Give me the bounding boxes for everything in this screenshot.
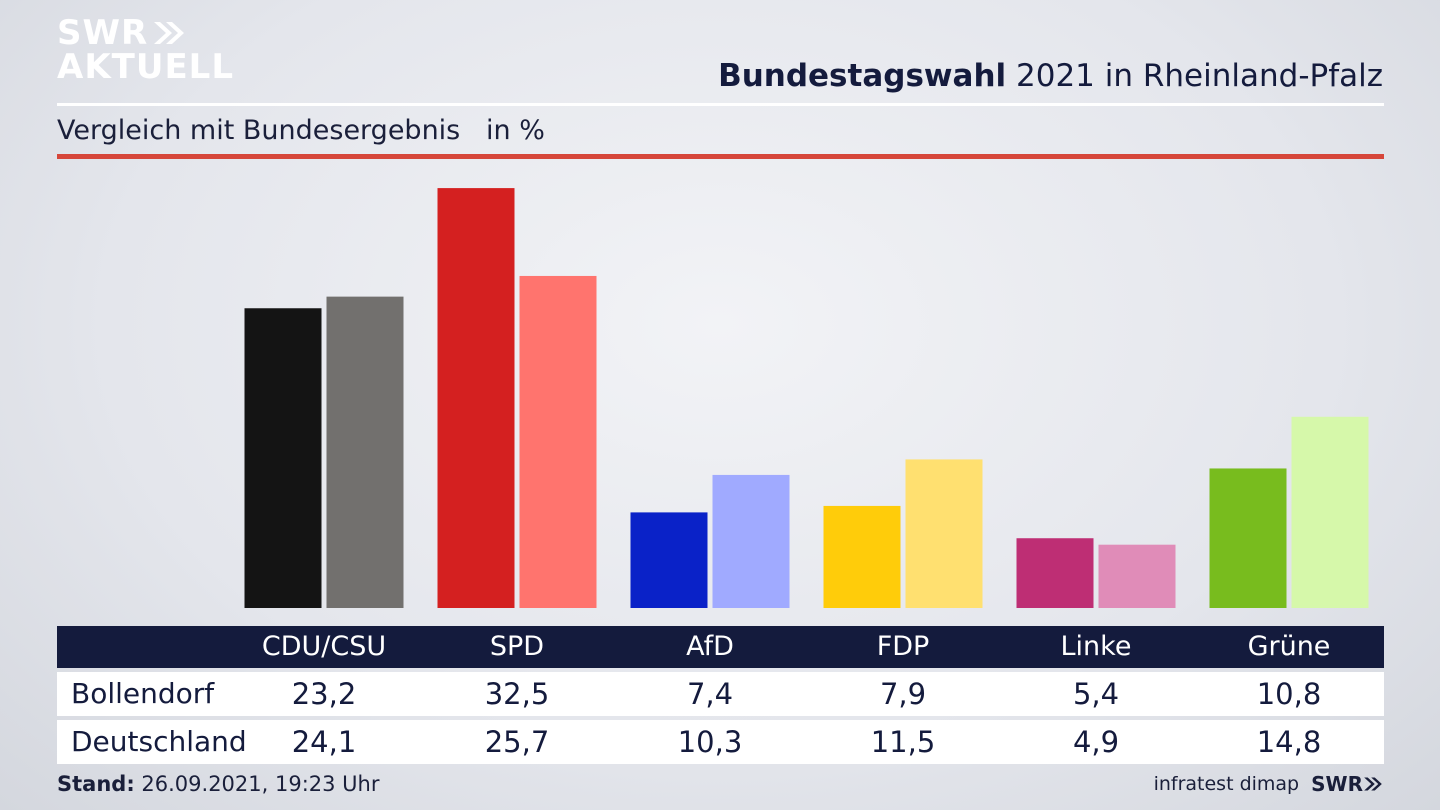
bar-fdp-bollendorf <box>823 505 901 608</box>
title-bold: Bundestagswahl <box>718 58 1007 94</box>
bar-linke-deutschland <box>1098 544 1176 608</box>
subtitle-divider <box>57 154 1384 159</box>
column-header-fdp: FDP <box>876 631 930 662</box>
value-cdu-csu-bollendorf: 23,2 <box>291 677 357 711</box>
timestamp: Stand: 26.09.2021, 19:23 Uhr <box>57 772 380 796</box>
stand-label: Stand: <box>57 772 135 796</box>
column-header-cdu-csu: CDU/CSU <box>261 631 387 662</box>
footer-source: infratest dimap SWR <box>1154 772 1383 796</box>
bar-spd-bollendorf <box>437 188 515 608</box>
stand-value: 26.09.2021, 19:23 Uhr <box>134 772 380 796</box>
bar-gr-ne-deutschland <box>1291 416 1369 608</box>
bar-linke-bollendorf <box>1016 538 1094 608</box>
bar-gr-ne-bollendorf <box>1209 468 1287 608</box>
title-rest: 2021 in Rheinland-Pfalz <box>1006 58 1383 94</box>
chart-title: Bundestagswahl 2021 in Rheinland-Pfalz <box>718 58 1383 94</box>
chart-subtitle: Vergleich mit Bundesergebnis in % <box>57 115 545 146</box>
column-header-afd: AfD <box>686 631 734 662</box>
footer-mark: SWR <box>1311 772 1363 796</box>
bar-afd-bollendorf <box>630 512 708 608</box>
title-divider <box>57 103 1384 106</box>
logo-line-2: AKTUELL <box>57 47 235 87</box>
bar-fdp-deutschland <box>905 459 983 608</box>
value-linke-deutschland: 4,9 <box>1072 725 1120 759</box>
row-label: Bollendorf <box>71 677 215 710</box>
bar-cdu-csu-bollendorf <box>244 308 322 608</box>
table-row-bollendorf: Bollendorf 23,2 32,5 7,4 7,9 5,4 10,8 <box>57 672 1384 716</box>
value-cdu-csu-deutschland: 24,1 <box>291 725 357 759</box>
bar-spd-deutschland <box>519 275 597 608</box>
table-row-deutschland: Deutschland 24,1 25,7 10,3 11,5 4,9 14,8 <box>57 720 1384 764</box>
column-header-gr-ne: Grüne <box>1247 631 1331 662</box>
source-label: infratest dimap <box>1153 773 1300 795</box>
row-label: Deutschland <box>71 725 247 758</box>
value-fdp-bollendorf: 7,9 <box>879 677 927 711</box>
swr-aktuell-logo: SWR AKTUELL <box>57 16 234 84</box>
double-chevron-icon <box>1364 777 1382 791</box>
column-header-linke: Linke <box>1060 631 1132 662</box>
value-linke-bollendorf: 5,4 <box>1072 677 1120 711</box>
value-afd-deutschland: 10,3 <box>677 725 743 759</box>
value-gr-ne-bollendorf: 10,8 <box>1256 677 1322 711</box>
bar-cdu-csu-deutschland <box>326 296 404 608</box>
swr-footer-logo: SWR <box>1311 772 1383 796</box>
column-header-spd: SPD <box>489 631 545 662</box>
value-gr-ne-deutschland: 14,8 <box>1256 725 1322 759</box>
bar-chart <box>244 188 1369 608</box>
results-table: CDU/CSU SPD AfD FDP Linke Grüne Bollendorf 23… <box>57 626 1384 764</box>
value-spd-deutschland: 25,7 <box>484 725 550 759</box>
value-spd-bollendorf: 32,5 <box>484 677 550 711</box>
logo-line-1: SWR <box>57 13 149 53</box>
bar-afd-deutschland <box>712 474 790 608</box>
table-header: CDU/CSU SPD AfD FDP Linke Grüne <box>57 626 1384 668</box>
value-afd-bollendorf: 7,4 <box>686 677 734 711</box>
double-chevron-icon <box>152 20 186 46</box>
value-fdp-deutschland: 11,5 <box>870 725 936 759</box>
